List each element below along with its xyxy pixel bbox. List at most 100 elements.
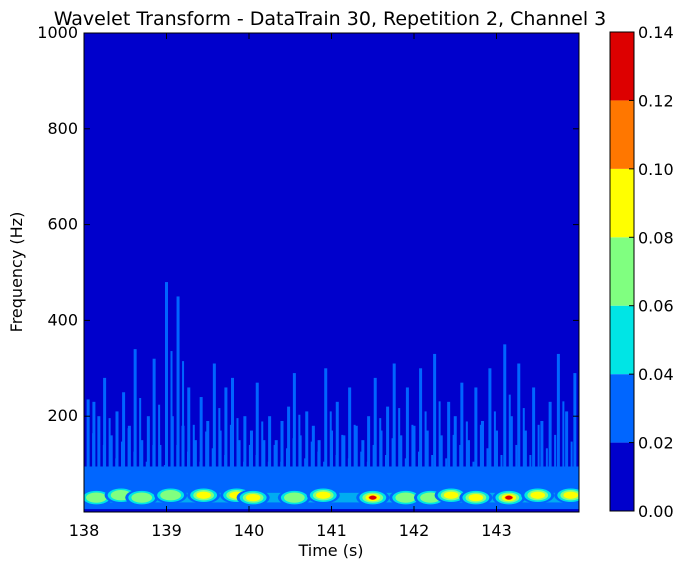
hotspot-peak bbox=[534, 493, 541, 498]
hotspot-peak bbox=[402, 495, 409, 500]
x-axis-label: Time (s) bbox=[297, 541, 363, 560]
hotspot-peak bbox=[369, 495, 376, 500]
spike-mark bbox=[404, 458, 407, 469]
spike-mark bbox=[158, 404, 161, 469]
colorbar-segment bbox=[610, 168, 634, 238]
hotspot-peak bbox=[448, 493, 455, 498]
spike-mark bbox=[127, 425, 131, 469]
spike-mark bbox=[438, 401, 441, 469]
spike-mark bbox=[486, 448, 489, 469]
spike-mark bbox=[248, 444, 251, 469]
spike-mark bbox=[556, 353, 560, 469]
spike-mark bbox=[453, 416, 457, 469]
spike-mark bbox=[218, 430, 222, 469]
x-tick-label: 141 bbox=[316, 521, 347, 540]
colorbar-tick-label: 0.08 bbox=[638, 228, 674, 247]
spike-mark bbox=[517, 363, 521, 469]
spike-mark bbox=[280, 420, 284, 469]
spike-mark bbox=[292, 373, 296, 469]
hotspot-peak bbox=[320, 493, 327, 498]
spike-mark bbox=[459, 444, 462, 469]
spike-mark bbox=[367, 416, 371, 469]
spike-mark bbox=[115, 411, 119, 469]
spike-mark bbox=[545, 448, 548, 469]
spike-mark bbox=[540, 420, 544, 469]
spike-mark bbox=[474, 387, 478, 469]
hotspot-peak bbox=[291, 495, 298, 500]
x-tick-label: 139 bbox=[151, 521, 182, 540]
spike-mark bbox=[298, 435, 302, 469]
spike-mark bbox=[206, 420, 210, 469]
y-axis-label: Frequency (Hz) bbox=[7, 212, 26, 333]
spike-mark bbox=[493, 411, 496, 469]
spike-mark bbox=[317, 440, 321, 469]
spike-mark bbox=[249, 430, 253, 469]
colorbar-tick-label: 0.14 bbox=[638, 23, 674, 42]
spike-mark bbox=[425, 430, 429, 469]
spike-mark bbox=[466, 440, 470, 469]
spike-mark bbox=[523, 430, 527, 469]
spike-mark bbox=[472, 461, 475, 469]
spike-mark bbox=[391, 438, 394, 469]
spike-mark bbox=[398, 408, 401, 469]
spike-mark bbox=[361, 440, 365, 469]
colorbar-segment bbox=[610, 305, 634, 375]
spike-mark bbox=[121, 441, 123, 469]
spike-mark bbox=[537, 424, 540, 469]
spike-mark bbox=[182, 361, 185, 469]
spike-mark bbox=[373, 377, 377, 469]
spike-mark bbox=[562, 401, 565, 469]
spike-mark bbox=[310, 441, 313, 469]
spike-mark bbox=[170, 416, 174, 469]
spike-mark bbox=[324, 368, 328, 469]
spike-mark bbox=[274, 440, 278, 469]
spike-mark bbox=[445, 458, 448, 469]
spike-mark bbox=[360, 451, 363, 469]
spike-mark bbox=[385, 454, 387, 469]
spike-mark bbox=[433, 353, 437, 469]
spike-mark bbox=[192, 424, 195, 469]
spike-mark bbox=[261, 421, 264, 469]
hotspot-peak bbox=[250, 495, 257, 500]
spike-mark bbox=[181, 425, 185, 469]
hotspot-peak bbox=[93, 495, 100, 500]
colorbar-segment bbox=[610, 32, 634, 101]
spike-mark bbox=[439, 435, 443, 469]
spike-mark bbox=[554, 434, 557, 469]
colorbar-segment bbox=[610, 237, 634, 306]
hotspot-peak bbox=[200, 493, 207, 498]
spike-mark bbox=[386, 406, 390, 469]
spike-mark bbox=[323, 461, 326, 469]
spike-mark bbox=[548, 401, 552, 469]
spike-mark bbox=[342, 435, 346, 469]
spike-mark bbox=[522, 408, 525, 469]
spike-mark bbox=[304, 458, 307, 469]
spike-mark bbox=[287, 406, 291, 469]
spike-mark bbox=[108, 418, 111, 469]
spike-mark bbox=[509, 416, 513, 469]
y-tick-label: 800 bbox=[47, 119, 78, 138]
spike-mark bbox=[488, 368, 492, 469]
spike-mark bbox=[133, 349, 137, 469]
spike-mark bbox=[341, 434, 344, 469]
colorbar-tick-label: 0.10 bbox=[638, 160, 674, 179]
spike-mark bbox=[231, 377, 234, 469]
spike-mark bbox=[411, 424, 414, 469]
spike-mark bbox=[305, 411, 309, 469]
hotspot-peak bbox=[118, 493, 125, 498]
spike-mark bbox=[570, 441, 573, 469]
hotspot-peak bbox=[567, 493, 574, 498]
hotspot-peak bbox=[472, 495, 479, 500]
y-tick-label: 1000 bbox=[37, 23, 78, 42]
spike-mark bbox=[479, 424, 482, 469]
y-tick-label: 200 bbox=[47, 406, 78, 425]
spike-mark bbox=[255, 382, 259, 469]
spike-mark bbox=[243, 416, 247, 469]
spike-mark bbox=[418, 451, 420, 469]
spike-mark bbox=[508, 394, 511, 469]
spike-mark bbox=[86, 399, 90, 469]
spike-mark bbox=[224, 387, 228, 469]
colorbar-segment bbox=[610, 374, 634, 443]
spike-mark bbox=[311, 425, 315, 469]
